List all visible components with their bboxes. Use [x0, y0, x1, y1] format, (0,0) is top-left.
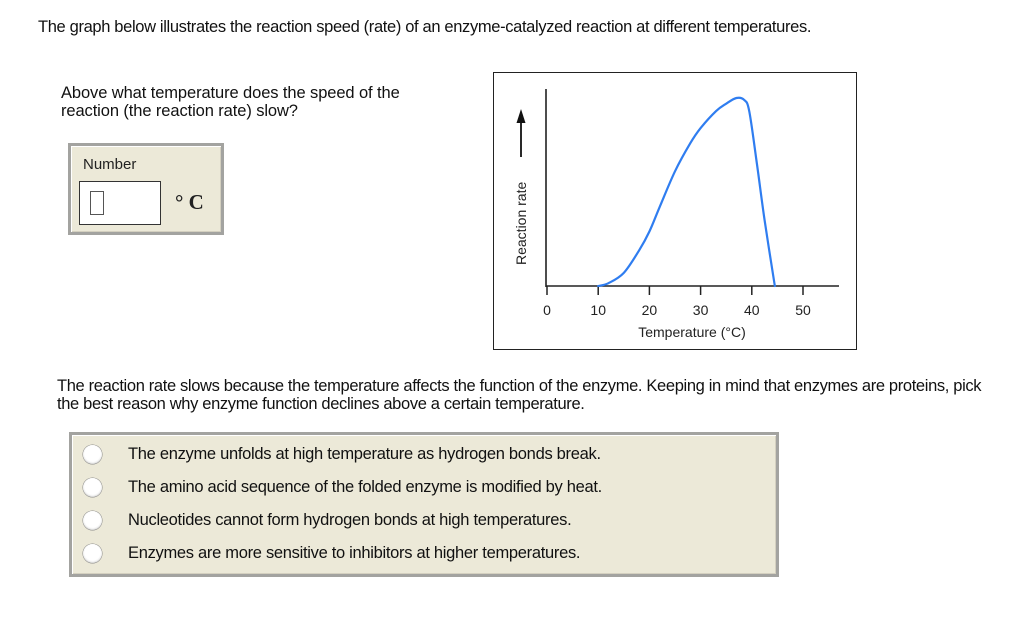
radio-button-icon[interactable] [83, 444, 102, 464]
x-tick-label: 50 [795, 302, 811, 318]
radio-button-icon[interactable] [83, 477, 102, 497]
choice-label: Nucleotides cannot form hydrogen bonds a… [128, 510, 572, 529]
reaction-rate-chart: 0 10 20 30 40 50 Temperature (°C) Reaction ra… [493, 72, 857, 350]
intro-text: The graph below illustrates the reaction… [38, 18, 812, 36]
choice-label: The amino acid sequence of the folded en… [128, 477, 602, 496]
choice-option-3[interactable]: Nucleotides cannot form hydrogen bonds a… [72, 505, 772, 535]
choice-label: The enzyme unfolds at high temperature a… [128, 444, 601, 463]
chart-canvas: 0 10 20 30 40 50 Temperature (°C) Reaction ra… [513, 89, 839, 340]
rate-curve [597, 96, 776, 288]
number-answer-panel: Number ° C [68, 143, 224, 235]
question-1-text: Above what temperature does the speed of… [61, 84, 400, 120]
y-axis-label: Reaction rate [513, 182, 529, 265]
input-caret-icon [90, 191, 104, 215]
radio-button-icon[interactable] [83, 543, 102, 563]
choice-option-4[interactable]: Enzymes are more sensitive to inhibitors… [72, 538, 772, 568]
x-tick-label: 10 [590, 302, 606, 318]
radio-button-icon[interactable] [83, 510, 102, 530]
number-label: Number [83, 156, 137, 173]
answer-choices-panel: The enzyme unfolds at high temperature a… [69, 432, 779, 577]
temperature-input[interactable] [79, 181, 161, 225]
y-axis-label-group: Reaction rate [513, 182, 529, 265]
x-tick-label: 40 [744, 302, 760, 318]
x-tick-label: 0 [543, 302, 551, 318]
up-arrow-icon [516, 109, 526, 157]
question-2-text: The reaction rate slows because the temp… [57, 377, 982, 413]
x-tick-label: 20 [642, 302, 658, 318]
chart-axes [545, 89, 839, 287]
choice-label: Enzymes are more sensitive to inhibitors… [128, 543, 581, 562]
choice-option-2[interactable]: The amino acid sequence of the folded en… [72, 472, 772, 502]
x-tick-label: 30 [693, 302, 709, 318]
unit-label: ° C [175, 190, 204, 214]
x-axis-label: Temperature (°C) [638, 324, 746, 340]
x-axis-ticks: 0 10 20 30 40 50 [543, 286, 811, 318]
choice-option-1[interactable]: The enzyme unfolds at high temperature a… [72, 439, 772, 469]
